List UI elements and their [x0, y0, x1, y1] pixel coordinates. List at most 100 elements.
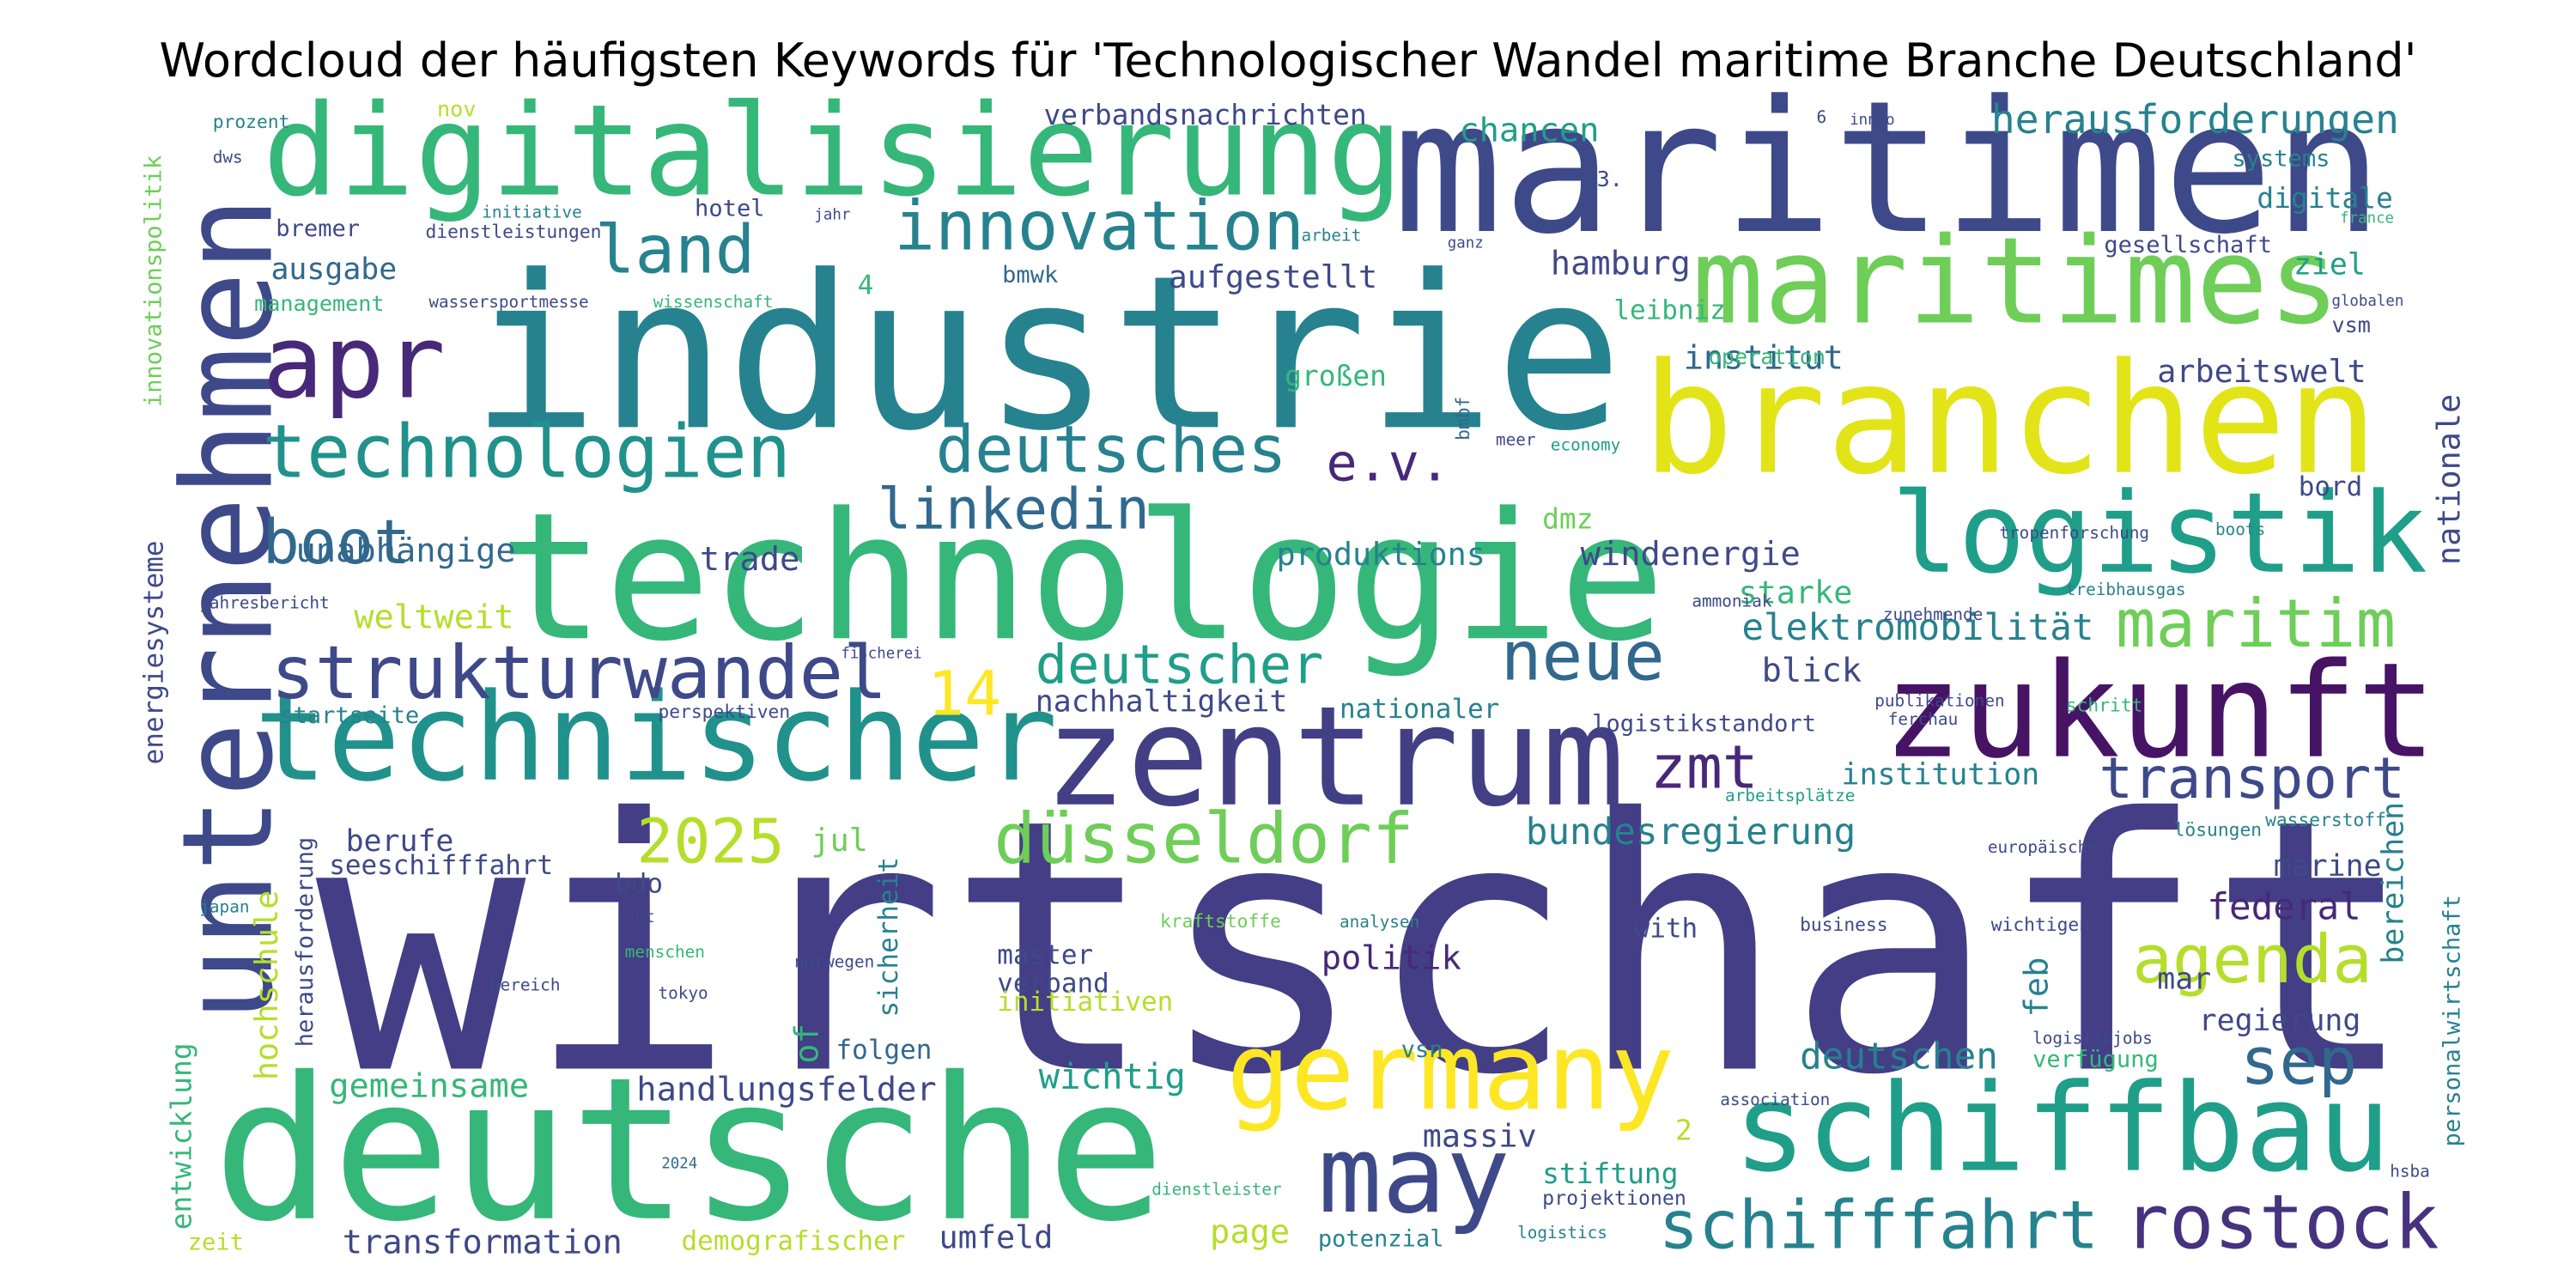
- word: düsseldorf: [993, 799, 1413, 880]
- word: japan: [199, 897, 249, 917]
- word: feb: [2018, 957, 2057, 1018]
- word: ausgabe: [270, 252, 397, 287]
- word: bundesregierung: [1526, 811, 1856, 854]
- word: herausforderungen: [1991, 96, 2399, 143]
- word: weltweit: [354, 598, 513, 637]
- word: tokyo: [658, 983, 708, 1003]
- word: bereich: [490, 975, 561, 995]
- word: linkedin: [878, 476, 1150, 542]
- word: ammoniak: [1692, 591, 1772, 611]
- word: hsba: [2390, 1161, 2430, 1181]
- word: technologien: [263, 410, 791, 495]
- word: operation: [1709, 344, 1826, 369]
- word: logistikstandort: [1592, 711, 1816, 738]
- word: arbeitswelt: [2157, 353, 2366, 390]
- word: umfeld: [939, 1219, 1054, 1256]
- word: digitale: [2257, 181, 2392, 215]
- word: oct: [625, 907, 655, 927]
- word: nationale: [2431, 394, 2468, 565]
- word: starke: [1739, 574, 1853, 611]
- word: jahr: [814, 206, 850, 223]
- word: schiffbau: [1734, 1059, 2391, 1200]
- word: potenzial: [1318, 1226, 1444, 1253]
- word: hochschule: [248, 890, 285, 1080]
- word: regierung: [2199, 1004, 2361, 1038]
- word: massiv: [1423, 1117, 1537, 1154]
- word: economy: [1551, 435, 1621, 455]
- word: tropenforschung: [1999, 523, 2149, 543]
- word: jul: [811, 822, 868, 859]
- word: norwegen: [794, 951, 874, 971]
- word: globalen: [2331, 293, 2403, 310]
- word: dmz: [1542, 501, 1593, 535]
- word: vsn: [1401, 1036, 1443, 1063]
- word: technologie: [499, 476, 1666, 680]
- word: logistik: [1892, 469, 2427, 598]
- word: deutsche: [213, 1036, 1165, 1266]
- word: verband: [997, 968, 1109, 999]
- word: 2: [1675, 1114, 1692, 1147]
- word: schritt: [2066, 695, 2143, 716]
- word: bord: [2299, 471, 2363, 502]
- word: europäische: [1988, 837, 2098, 857]
- word: bremer: [276, 216, 360, 242]
- word: gemeinsame: [329, 1066, 529, 1105]
- word: 6: [1816, 107, 1826, 127]
- word: boot: [263, 507, 410, 578]
- word: association: [1720, 1090, 1830, 1109]
- word: bereichen: [2377, 802, 2411, 964]
- word: leibniz: [1613, 295, 1725, 326]
- word: maritimes: [1692, 211, 2340, 350]
- word: zunehmende: [1883, 605, 1983, 624]
- word: lösungen: [2174, 820, 2263, 841]
- word: zukunft: [1883, 635, 2436, 788]
- word: page: [1210, 1213, 1290, 1252]
- word: logistikjobs: [2032, 1028, 2153, 1048]
- word: boots: [2215, 519, 2265, 539]
- word: personalwirtschaft: [2439, 895, 2466, 1146]
- word: analysen: [1340, 912, 1419, 932]
- word: 2025: [636, 806, 784, 878]
- word: chancen: [1459, 112, 1599, 150]
- word: hotel: [695, 196, 765, 222]
- word: bmbf: [1453, 397, 1474, 440]
- word: apr: [263, 303, 446, 422]
- word: deutsches: [936, 412, 1287, 488]
- word: sicherheit: [873, 857, 904, 1017]
- word: technischer: [254, 668, 1058, 809]
- word: maritimen: [1393, 62, 2384, 275]
- word: arbeit: [1301, 226, 1361, 246]
- word: zentrum: [1043, 677, 1625, 837]
- word: mar: [2157, 963, 2211, 997]
- word: jahresbericht: [199, 592, 329, 612]
- word: initiative: [482, 203, 581, 222]
- word: neue: [1501, 617, 1665, 696]
- word: strukturwandel: [270, 631, 887, 716]
- word: kraftstoffe: [1160, 911, 1281, 933]
- word: 4: [858, 270, 874, 301]
- word: 14: [927, 658, 1001, 729]
- word: verfügung: [2032, 1047, 2159, 1073]
- word: france: [2340, 210, 2394, 227]
- word: 53.: [1584, 167, 1623, 191]
- word: nationaler: [1340, 694, 1499, 725]
- word: maritim: [2116, 586, 2396, 663]
- word: innovation: [894, 185, 1304, 265]
- word: wichtigen: [1991, 914, 2090, 936]
- word: zmt: [1650, 732, 1759, 802]
- word: nachhaltigkeit: [1036, 684, 1288, 719]
- word: unabhängige: [296, 532, 516, 570]
- word: demografischer: [682, 1225, 906, 1256]
- word: may: [1318, 1114, 1510, 1237]
- word: handlungsfelder: [636, 1070, 936, 1109]
- word: agenda: [2132, 921, 2372, 999]
- word: perspektiven: [658, 702, 790, 723]
- word: wirtschaft: [316, 745, 2417, 1151]
- word: transformation: [343, 1223, 623, 1261]
- word: stiftung: [1542, 1157, 1678, 1190]
- word: politik: [1321, 939, 1461, 977]
- word: entwicklung: [165, 1042, 198, 1230]
